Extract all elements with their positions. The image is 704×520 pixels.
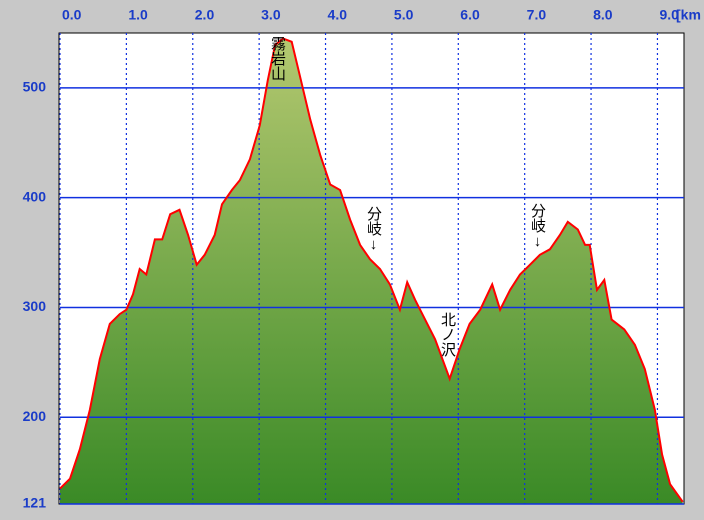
x-tick-label: 6.0 — [460, 7, 480, 23]
x-tick-label: 7.0 — [527, 7, 547, 23]
x-tick-label: 8.0 — [593, 7, 613, 23]
x-tick-label: 0.0 — [62, 7, 82, 23]
annotation: 北ノ沢 — [439, 312, 456, 357]
y-tick-label: 400 — [23, 188, 47, 204]
y-tick-label: 300 — [23, 298, 47, 314]
y-tick-label: 200 — [23, 408, 47, 424]
x-unit-label: [km — [676, 7, 701, 23]
elevation-area — [60, 38, 683, 504]
x-tick-label: 1.0 — [128, 7, 148, 23]
y-tick-label: 500 — [23, 79, 47, 95]
x-tick-label: 9.0 — [659, 7, 679, 23]
x-tick-label: 3.0 — [261, 7, 281, 23]
x-tick-label: 4.0 — [328, 7, 348, 23]
elevation-line — [59, 37, 684, 503]
annotation: 霧岩山 — [269, 36, 286, 81]
x-tick-label: 2.0 — [195, 7, 215, 23]
x-tick-label: 5.0 — [394, 7, 414, 23]
y-tick-label: 121 — [23, 495, 47, 511]
annotation: 分岐↓ — [365, 206, 382, 253]
annotation: 分岐↓ — [529, 203, 546, 250]
